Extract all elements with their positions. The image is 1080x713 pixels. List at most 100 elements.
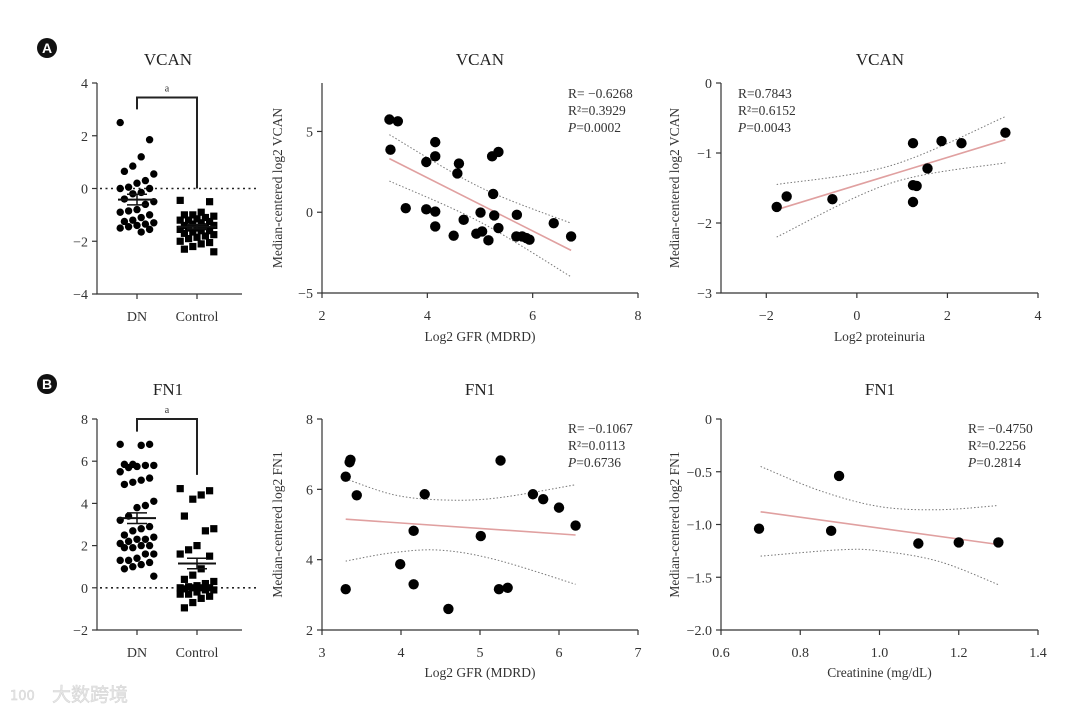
data-point-control <box>206 552 214 560</box>
data-point <box>781 191 792 202</box>
data-point-control <box>206 227 214 235</box>
ci-upper-band <box>760 466 999 511</box>
stat-value: =0.2256 <box>981 438 1026 453</box>
watermark-text: 大数跨境 <box>52 684 128 706</box>
stat-label: R <box>968 421 977 436</box>
data-point <box>430 221 441 232</box>
stat-label: P <box>567 455 576 470</box>
data-point-dn <box>141 550 150 558</box>
data-point-control <box>176 225 184 233</box>
data-point-control <box>176 237 184 245</box>
data-point <box>953 537 964 548</box>
data-point-dn <box>116 224 124 232</box>
sem-bar <box>127 512 147 525</box>
y-tick-label: −3 <box>697 287 712 302</box>
data-point-dn <box>145 225 154 234</box>
data-point-control <box>197 240 205 248</box>
stat-label: R² <box>568 438 581 453</box>
y-tick-label: 2 <box>81 130 88 145</box>
data-point-dn <box>137 541 145 550</box>
data-point-control <box>193 582 201 590</box>
stat-line: R= −0.1067 <box>568 421 633 436</box>
data-point-control <box>185 216 193 224</box>
significance-bracket <box>136 96 198 189</box>
chart-title: VCAN <box>456 50 504 69</box>
stat-label: R <box>568 421 577 436</box>
panel-letter-badge <box>37 374 57 394</box>
data-point-control <box>193 542 201 550</box>
data-point-control <box>197 219 205 227</box>
y-axis-label: Median-centered log2 FN1 <box>270 451 285 597</box>
data-point <box>476 226 488 237</box>
data-point-dn <box>120 480 129 489</box>
category-label: Control <box>176 646 219 661</box>
chart-title: FN1 <box>153 380 183 399</box>
x-tick-label: 4 <box>1035 309 1042 324</box>
data-point <box>907 138 919 149</box>
data-point-control <box>201 527 209 535</box>
data-point-control <box>201 579 209 588</box>
data-point-dn <box>145 558 154 567</box>
data-point-control <box>197 227 205 235</box>
data-point <box>524 234 535 245</box>
y-tick-label: 0 <box>705 77 712 92</box>
y-axis-label: Median-centered log2 VCAN <box>667 108 682 268</box>
stat-line: R²=0.6152 <box>738 103 796 118</box>
data-point-dn <box>141 461 150 470</box>
x-tick-label: 0.8 <box>792 646 810 661</box>
stat-line: R²=0.0113 <box>568 438 626 453</box>
y-tick-label: −0.5 <box>687 466 712 481</box>
y-tick-label: 6 <box>306 483 313 498</box>
y-tick-label: 6 <box>81 455 88 470</box>
y-tick-label: 0 <box>705 413 712 428</box>
watermark-logo: 100 <box>10 689 35 704</box>
data-point-control <box>193 215 201 223</box>
x-tick-label: 8 <box>635 309 642 324</box>
sem-bar <box>187 557 207 570</box>
stat-value: =0.0113 <box>581 438 625 453</box>
stat-value: =0.0043 <box>746 120 791 135</box>
ci-lower-band <box>389 180 572 278</box>
stat-label: P <box>737 120 746 135</box>
data-point-dn <box>150 533 158 541</box>
x-tick-label: 4 <box>398 646 405 661</box>
panel-letter: B <box>42 376 52 392</box>
data-point-dn <box>137 213 145 222</box>
x-tick-label: 0.6 <box>712 646 730 661</box>
data-point-control <box>206 198 214 206</box>
data-point-control <box>197 584 205 592</box>
significance-label: a <box>165 84 170 95</box>
data-point-dn <box>137 153 145 161</box>
data-point-dn <box>120 217 129 226</box>
data-point-dn <box>150 572 158 580</box>
stat-value: =0.6152 <box>751 103 796 118</box>
data-point-control <box>189 584 197 592</box>
data-point-dn <box>141 176 150 185</box>
stat-label: R² <box>738 103 751 118</box>
data-point-dn <box>141 501 150 510</box>
data-point-dn <box>116 440 124 449</box>
y-tick-label: 5 <box>306 125 313 140</box>
data-point-control <box>210 525 218 533</box>
data-point <box>408 579 419 590</box>
stat-value: = −0.1067 <box>577 421 633 436</box>
data-point-control <box>180 221 188 230</box>
data-point-control <box>201 232 209 240</box>
data-point <box>907 196 919 208</box>
data-point <box>475 530 486 542</box>
ci-upper-band <box>776 116 1006 185</box>
data-point-dn <box>145 522 154 531</box>
data-point-dn <box>116 184 124 193</box>
data-point-control <box>210 577 218 586</box>
data-point <box>993 537 1004 548</box>
data-point-control <box>210 221 218 230</box>
stat-line: P=0.6736 <box>567 455 621 470</box>
regression-line <box>389 157 572 252</box>
data-point-control <box>206 238 214 247</box>
data-point <box>493 222 504 234</box>
data-point-control <box>176 584 184 592</box>
data-point-dn <box>150 550 158 558</box>
data-point <box>475 207 486 218</box>
data-point-control <box>180 512 188 520</box>
data-point <box>384 114 395 125</box>
